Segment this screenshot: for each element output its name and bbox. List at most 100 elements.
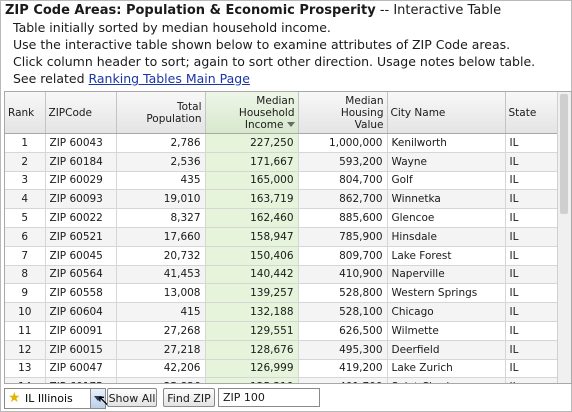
cell-income: 129,551 xyxy=(205,321,299,341)
cell-state: IL xyxy=(505,321,558,341)
scrollbar-thumb[interactable] xyxy=(560,94,568,214)
cell-pop: 8,327 xyxy=(116,208,206,228)
cell-zip: ZIP 60175 xyxy=(45,377,117,383)
cell-state: IL xyxy=(505,340,558,360)
table-row[interactable]: 5 ZIP 60022 8,327 162,460 885,600 Glencoe IL xyxy=(5,208,558,228)
ranking-tables-link[interactable]: Ranking Tables Main Page xyxy=(88,71,250,86)
cell-housing: 528,100 xyxy=(298,302,388,322)
cell-zip: ZIP 60047 xyxy=(45,359,117,379)
cell-pop: 25,836 xyxy=(116,377,206,383)
cell-state: IL xyxy=(505,302,558,322)
cell-pop: 27,218 xyxy=(116,340,206,360)
cell-housing: 410,900 xyxy=(298,265,388,285)
column-header-housing[interactable]: Median Housing Value xyxy=(298,92,388,134)
cell-pop: 41,453 xyxy=(116,265,206,285)
cell-zip: ZIP 60043 xyxy=(45,133,117,153)
cell-rank: 9 xyxy=(5,283,46,304)
cell-income: 125,219 xyxy=(205,377,299,383)
star-icon: ★ xyxy=(8,390,21,406)
cell-pop: 27,268 xyxy=(116,321,206,341)
table-row[interactable]: 12 ZIP 60015 27,218 128,676 495,300 Deerfield… xyxy=(5,340,558,360)
cell-rank: 11 xyxy=(5,321,46,341)
cell-pop: 19,010 xyxy=(116,189,206,210)
column-header-rank[interactable]: Rank xyxy=(5,92,46,134)
table-row[interactable]: 10 ZIP 60604 415 132,188 528,100 Chicago IL xyxy=(5,302,558,322)
cell-zip: ZIP 60184 xyxy=(45,152,117,172)
table-row[interactable]: 3 ZIP 60029 435 165,000 804,700 Golf IL xyxy=(5,171,558,191)
table-row[interactable]: 6 ZIP 60521 17,660 158,947 785,900 Hinsdale IL xyxy=(5,227,558,247)
page-header: ZIP Code Areas: Population & Economic Pr… xyxy=(5,2,571,87)
cell-state: IL xyxy=(505,133,558,153)
cell-city: Naperville xyxy=(387,265,506,285)
cell-housing: 785,900 xyxy=(298,227,388,247)
cell-state: IL xyxy=(505,171,558,191)
column-header-city[interactable]: City Name xyxy=(387,92,506,134)
header-row: Rank ZIPCode Total Population Median Hou… xyxy=(5,92,558,134)
cell-pop: 415 xyxy=(116,302,206,322)
cell-rank: 2 xyxy=(5,152,46,172)
cell-housing: 1,000,000 xyxy=(298,133,388,153)
cell-zip: ZIP 60045 xyxy=(45,246,117,266)
table-row[interactable]: 7 ZIP 60045 20,732 150,406 809,700 Lake Fores… xyxy=(5,246,558,266)
table-row[interactable]: 9 ZIP 60558 13,008 139,257 528,800 Western Sp… xyxy=(5,283,558,304)
column-header-state[interactable]: State xyxy=(505,92,558,134)
cell-rank: 6 xyxy=(5,227,46,247)
cell-pop: 20,732 xyxy=(116,246,206,266)
cell-zip: ZIP 60604 xyxy=(45,302,117,322)
cell-rank: 12 xyxy=(5,340,46,360)
table-row[interactable]: 4 ZIP 60093 19,010 163,719 862,700 Winnetka IL xyxy=(5,189,558,210)
cell-state: IL xyxy=(505,283,558,304)
cell-zip: ZIP 60015 xyxy=(45,340,117,360)
cell-rank: 8 xyxy=(5,265,46,285)
cell-income: 140,442 xyxy=(205,265,299,285)
cell-rank: 10 xyxy=(5,302,46,322)
chevron-down-icon[interactable] xyxy=(90,389,105,408)
zip-table: Rank ZIPCode Total Population Median Hou… xyxy=(5,92,558,383)
cell-housing: 528,800 xyxy=(298,283,388,304)
cell-housing: 809,700 xyxy=(298,246,388,266)
cell-city: Kenilworth xyxy=(387,133,506,153)
cell-pop: 2,786 xyxy=(116,133,206,153)
cell-housing: 804,700 xyxy=(298,171,388,191)
cell-zip: ZIP 60521 xyxy=(45,227,117,247)
description-line-2: Use the interactive table shown below to… xyxy=(13,37,511,52)
cell-city: Wilmette xyxy=(387,321,506,341)
table-row[interactable]: 13 ZIP 60047 42,206 126,999 419,200 Lake Zuri… xyxy=(5,359,558,379)
table-row[interactable]: 8 ZIP 60564 41,453 140,442 410,900 Naperville… xyxy=(5,265,558,285)
table-row[interactable]: 2 ZIP 60184 2,536 171,667 593,200 Wayne IL xyxy=(5,152,558,172)
cell-housing: 495,300 xyxy=(298,340,388,360)
vertical-scrollbar[interactable] xyxy=(557,92,571,383)
cell-pop: 13,008 xyxy=(116,283,206,304)
cell-rank: 3 xyxy=(5,171,46,191)
table-row[interactable]: 14ZIP 6017525,836125,219401,700Saint Cha… xyxy=(5,377,558,383)
zip-search-input[interactable] xyxy=(218,388,320,407)
cell-zip: ZIP 60029 xyxy=(45,171,117,191)
cell-rank: 1 xyxy=(5,133,46,153)
show-all-button[interactable]: Show All xyxy=(107,388,157,407)
table-row[interactable]: 1 ZIP 60043 2,786 227,250 1,000,000 Kenilwort… xyxy=(5,133,558,153)
cell-income: 171,667 xyxy=(205,152,299,172)
table-row[interactable]: 11 ZIP 60091 27,268 129,551 626,500 Wilmette I… xyxy=(5,321,558,341)
column-header-income[interactable]: Median Household Income xyxy=(205,92,299,134)
cell-city: Saint Charles xyxy=(387,377,506,383)
cell-state: IL xyxy=(505,189,558,210)
description-line-4: See related Ranking Tables Main Page xyxy=(5,70,571,87)
column-header-zip[interactable]: ZIPCode xyxy=(45,92,117,134)
state-select[interactable]: ★ IL Illinois xyxy=(4,388,106,409)
cell-housing: 419,200 xyxy=(298,359,388,379)
cell-income: 150,406 xyxy=(205,246,299,266)
cell-income: 158,947 xyxy=(205,227,299,247)
title-suffix: -- Interactive Table xyxy=(375,3,502,18)
cell-city: Hinsdale xyxy=(387,227,506,247)
cell-income: 165,000 xyxy=(205,171,299,191)
cell-rank: 7 xyxy=(5,246,46,266)
sort-desc-icon xyxy=(286,122,295,127)
cell-city: Lake Zurich xyxy=(387,359,506,379)
find-zip-button[interactable]: Find ZIP xyxy=(163,388,215,407)
cell-city: Lake Forest xyxy=(387,246,506,266)
cell-city: Western Springs xyxy=(387,283,506,304)
cell-city: Chicago xyxy=(387,302,506,322)
cell-income: 162,460 xyxy=(205,208,299,228)
column-header-population[interactable]: Total Population xyxy=(116,92,206,134)
